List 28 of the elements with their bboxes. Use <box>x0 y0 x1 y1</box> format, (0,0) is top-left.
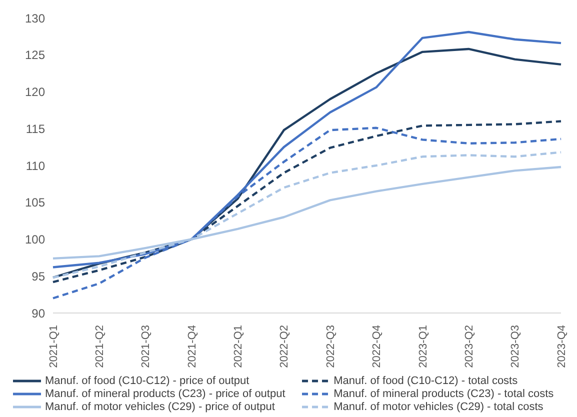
line-series <box>52 151 562 279</box>
x-tick-label: 2022-Q4 <box>371 325 384 368</box>
y-tick-label: 90 <box>32 306 46 320</box>
x-tick-label: 2022-Q3 <box>324 325 337 368</box>
y-tick-label: 110 <box>26 158 46 173</box>
y-tick-label: 115 <box>26 122 46 136</box>
legend-label: Manuf. of food (C10-C12) - total costs <box>334 375 518 387</box>
x-tick-label: 2023-Q4 <box>556 325 568 368</box>
x-tick-label: 2022-Q1 <box>232 325 245 368</box>
y-tick-label: 100 <box>24 232 46 247</box>
y-tick-label: 95 <box>32 269 46 284</box>
y-tick-label: 130 <box>24 11 46 26</box>
x-tick-label: 2021-Q2 <box>94 325 106 368</box>
legend-label: Manuf. of mineral products (C23) - total costs <box>334 388 554 400</box>
x-tick-label: 2021-Q4 <box>186 325 198 368</box>
legend-label: Manuf. of motor vehicles (C29) - price of output <box>45 401 275 413</box>
legend-label: Manuf. of food (C10-C12) - price of output <box>45 375 250 387</box>
y-tick-label: 120 <box>24 85 46 100</box>
x-tick-label: 2023-Q3 <box>510 325 522 368</box>
x-tick-label: 2023-Q1 <box>417 325 430 368</box>
y-tick-label: 105 <box>24 196 46 210</box>
x-tick-label: 2021-Q3 <box>140 325 152 368</box>
legend-label: Manuf. of mineral products (C23) - price of output <box>45 388 286 400</box>
x-tick-label: 2021-Q1 <box>48 325 60 368</box>
x-tick-label: 2022-Q2 <box>278 325 291 368</box>
y-tick-label: 125 <box>24 48 46 62</box>
legend-label: Manuf. of motor vehicles (C29) - total costs <box>334 401 544 413</box>
x-tick-label: 2023-Q2 <box>463 325 476 368</box>
